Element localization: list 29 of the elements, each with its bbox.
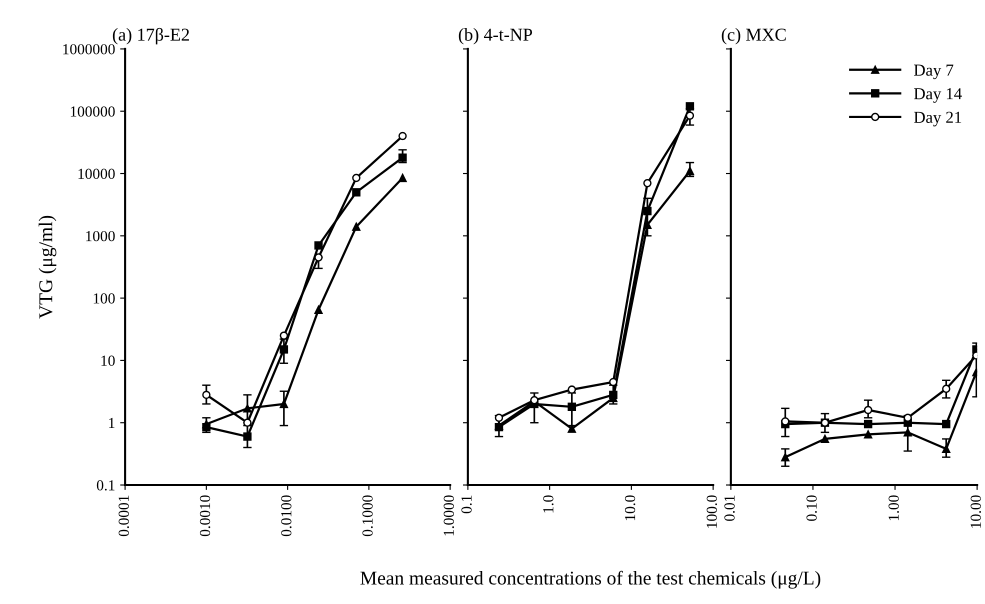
x-tick-label: 1.00 xyxy=(888,495,899,520)
x-tick-label: 0.10 xyxy=(806,495,817,521)
y-tick-label: 10 xyxy=(101,356,115,366)
x-tick-label: 0.01 xyxy=(724,496,735,521)
x-tick-label: 10.0 xyxy=(624,495,636,520)
legend-label: Day 14 xyxy=(914,88,962,103)
x-tick-label: 10.00 xyxy=(970,495,982,528)
y-tick-label: 100 xyxy=(94,293,115,304)
x-tick-label: 0.0010 xyxy=(200,495,210,536)
legend-label: Day 21 xyxy=(914,112,962,126)
x-tick-label: 0.1000 xyxy=(362,495,373,536)
y-tick-label: 1000 xyxy=(86,230,115,242)
x-tick-label: 0.1 xyxy=(461,496,472,514)
legend-label: Day 7 xyxy=(914,64,954,80)
x-tick-label: 0.0001 xyxy=(118,496,129,536)
x-axis-title: Mean measured concentrations of the test chemicals (μg/L) xyxy=(360,570,820,589)
y-tick-label: 0.1 xyxy=(96,480,114,491)
x-tick-label: 1.0000 xyxy=(444,495,454,536)
chart-title: (c) MXC xyxy=(722,28,786,44)
y-tick-label: 100000 xyxy=(70,106,115,117)
chart-title: (a) 17β-E2 xyxy=(112,28,189,44)
chart-title: (b) 4-t-NP xyxy=(458,28,532,44)
x-tick-label: 0.0100 xyxy=(281,495,292,536)
y-tick-label: 1 xyxy=(109,418,114,428)
x-tick-label: 1.0 xyxy=(543,495,554,512)
y-axis-title: VTG (μg/ml) xyxy=(38,216,56,319)
y-tick-label: 1000000 xyxy=(63,44,115,54)
y-tick-label: 10000 xyxy=(78,168,115,179)
x-tick-label: 100.0 xyxy=(706,495,718,528)
